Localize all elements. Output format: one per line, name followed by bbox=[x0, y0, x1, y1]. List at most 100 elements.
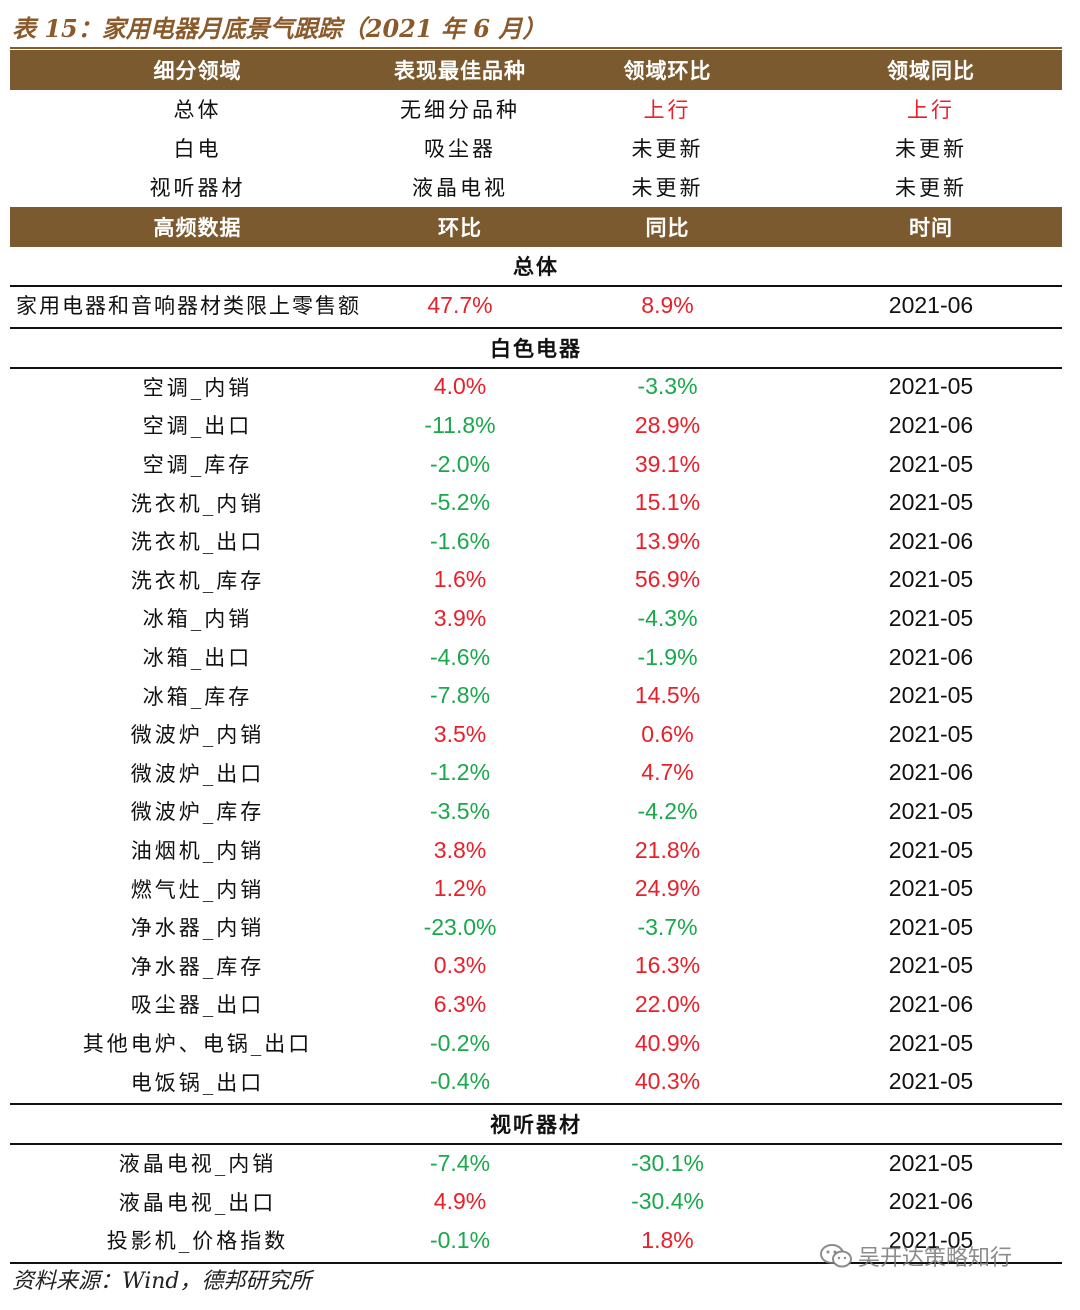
row-time: 2021-06 bbox=[888, 759, 974, 786]
row-time: 2021-05 bbox=[888, 566, 974, 593]
summary-header-cell: 细分领域 bbox=[153, 58, 242, 83]
row-mom: -23.0% bbox=[423, 913, 497, 940]
summary-cell: 上行 bbox=[907, 98, 955, 123]
row-yoy: 14.5% bbox=[634, 682, 701, 709]
summary-cell: 视听器材 bbox=[149, 175, 246, 200]
table-row: 油烟机_内销 3.8% 21.8% 2021-05 bbox=[10, 831, 1062, 870]
section-end-rule bbox=[10, 1261, 1062, 1264]
table-row: 电饭锅_出口 -0.4% 40.3% 2021-05 bbox=[10, 1062, 1062, 1101]
row-time: 2021-05 bbox=[888, 604, 974, 631]
row-yoy: -3.7% bbox=[637, 913, 698, 940]
summary-header: 细分领域 表现最佳品种 领域环比 领域同比 bbox=[10, 50, 1062, 90]
watermark-text: 吴开达策略知行 bbox=[858, 1246, 1013, 1271]
row-label: 微波炉_内销 bbox=[130, 723, 265, 748]
source-note: 资料来源：Wind，德邦研究所 bbox=[12, 1269, 312, 1294]
hf-header-cell: 高频数据 bbox=[153, 215, 242, 240]
row-yoy: 22.0% bbox=[634, 990, 701, 1017]
row-time: 2021-05 bbox=[888, 489, 974, 516]
table-row: 洗衣机_库存 1.6% 56.9% 2021-05 bbox=[10, 561, 1062, 600]
summary-cell: 吸尘器 bbox=[424, 136, 496, 161]
row-mom: 3.8% bbox=[433, 836, 487, 863]
table-row: 冰箱_内销 3.9% -4.3% 2021-05 bbox=[10, 599, 1062, 638]
section-rule bbox=[10, 285, 1062, 287]
row-mom: -0.4% bbox=[429, 1068, 491, 1095]
row-mom: -1.2% bbox=[429, 759, 491, 786]
section-title: 视听器材 bbox=[490, 1112, 582, 1137]
row-time: 2021-05 bbox=[888, 1149, 974, 1176]
summary-cell: 未更新 bbox=[631, 136, 704, 161]
summary-cell: 总体 bbox=[173, 98, 222, 123]
row-label: 油烟机_内销 bbox=[130, 839, 265, 864]
summary-cell: 未更新 bbox=[895, 136, 967, 161]
section-rule bbox=[10, 366, 1062, 369]
row-mom: -7.4% bbox=[429, 1149, 491, 1176]
row-label: 净水器_内销 bbox=[130, 916, 265, 941]
table-row: 冰箱_出口 -4.6% -1.9% 2021-06 bbox=[10, 638, 1062, 677]
row-label: 其他电炉、电锅_出口 bbox=[82, 1032, 313, 1057]
row-label: 微波炉_出口 bbox=[130, 761, 265, 786]
row-mom: 47.7% bbox=[427, 291, 493, 318]
hf-header-cell: 同比 bbox=[645, 215, 690, 240]
row-mom: 4.0% bbox=[433, 373, 487, 400]
row-time: 2021-05 bbox=[888, 1029, 974, 1056]
section-end-rule bbox=[10, 1103, 1062, 1105]
row-mom: 6.3% bbox=[433, 990, 487, 1017]
row-label: 洗衣机_库存 bbox=[130, 568, 265, 593]
row-label: 洗衣机_出口 bbox=[130, 530, 265, 555]
row-yoy: 16.3% bbox=[634, 952, 701, 979]
table-row: 净水器_库存 0.3% 16.3% 2021-05 bbox=[10, 947, 1062, 986]
summary-cell: 液晶电视 bbox=[412, 175, 508, 200]
row-yoy: -4.2% bbox=[637, 797, 698, 824]
row-label: 冰箱_内销 bbox=[142, 607, 253, 632]
section-title: 白色电器 bbox=[490, 335, 582, 361]
table-row: 燃气灶_内销 1.2% 24.9% 2021-05 bbox=[10, 869, 1062, 908]
table-row: 空调_库存 -2.0% 39.1% 2021-05 bbox=[10, 445, 1062, 484]
row-label: 燃气灶_内销 bbox=[130, 877, 265, 902]
row-yoy: 13.9% bbox=[634, 527, 701, 554]
table-row: 洗衣机_出口 -1.6% 13.9% 2021-06 bbox=[10, 522, 1062, 561]
row-label: 微波炉_库存 bbox=[130, 800, 265, 825]
table-title: 表 15：家用电器月底景气跟踪（2021 年 6 月） bbox=[12, 14, 547, 43]
row-time: 2021-05 bbox=[888, 682, 974, 709]
row-yoy: 21.8% bbox=[634, 836, 701, 863]
section-rule bbox=[10, 1143, 1062, 1145]
table-row: 微波炉_内销 3.5% 0.6% 2021-05 bbox=[10, 715, 1062, 754]
row-yoy: -3.3% bbox=[637, 373, 698, 400]
summary-row: 视听器材 液晶电视 未更新 未更新 bbox=[10, 167, 1062, 206]
row-mom: -0.2% bbox=[429, 1029, 491, 1056]
row-mom: -11.8% bbox=[424, 411, 496, 438]
row-time: 2021-06 bbox=[888, 411, 974, 438]
table-row: 家用电器和音响器材类限上零售额 47.7% 8.9% 2021-06 bbox=[10, 286, 1062, 325]
row-label: 空调_库存 bbox=[142, 453, 253, 478]
row-time: 2021-05 bbox=[888, 373, 974, 400]
wechat-icon bbox=[820, 1244, 852, 1268]
row-label: 净水器_库存 bbox=[130, 954, 265, 979]
row-label: 吸尘器_出口 bbox=[130, 993, 265, 1018]
row-yoy: 40.3% bbox=[634, 1068, 701, 1095]
row-label: 液晶电视_内销 bbox=[118, 1152, 277, 1177]
hf-header-cell: 时间 bbox=[909, 215, 953, 240]
hf-header-cell: 环比 bbox=[438, 215, 482, 240]
table-row: 空调_内销 4.0% -3.3% 2021-05 bbox=[10, 368, 1062, 407]
table-row: 吸尘器_出口 6.3% 22.0% 2021-06 bbox=[10, 985, 1062, 1024]
table-row: 投影机_价格指数 -0.1% 1.8% 2021-05 bbox=[10, 1221, 1062, 1260]
watermark: 吴开达策略知行 bbox=[818, 1236, 1012, 1276]
row-mom: 4.9% bbox=[433, 1188, 487, 1215]
table-row: 微波炉_库存 -3.5% -4.2% 2021-05 bbox=[10, 792, 1062, 831]
row-time: 2021-05 bbox=[888, 952, 974, 979]
summary-cell: 上行 bbox=[643, 98, 692, 123]
row-yoy: -30.4% bbox=[631, 1188, 704, 1215]
row-mom: -1.6% bbox=[429, 527, 491, 554]
table-row: 洗衣机_内销 -5.2% 15.1% 2021-05 bbox=[10, 483, 1062, 522]
row-mom: 1.2% bbox=[433, 875, 487, 902]
table-row: 液晶电视_内销 -7.4% -30.1% 2021-05 bbox=[10, 1144, 1062, 1183]
row-time: 2021-06 bbox=[888, 527, 974, 554]
row-yoy: 28.9% bbox=[634, 411, 701, 438]
row-label: 冰箱_出口 bbox=[142, 646, 253, 671]
table-row: 其他电炉、电锅_出口 -0.2% 40.9% 2021-05 bbox=[10, 1024, 1062, 1063]
summary-row: 总体 无细分品种 上行 上行 bbox=[10, 90, 1062, 129]
summary-row: 白电 吸尘器 未更新 未更新 bbox=[10, 129, 1062, 168]
row-yoy: 24.9% bbox=[634, 875, 701, 902]
row-label: 空调_出口 bbox=[142, 414, 253, 439]
summary-cell: 未更新 bbox=[631, 175, 704, 200]
